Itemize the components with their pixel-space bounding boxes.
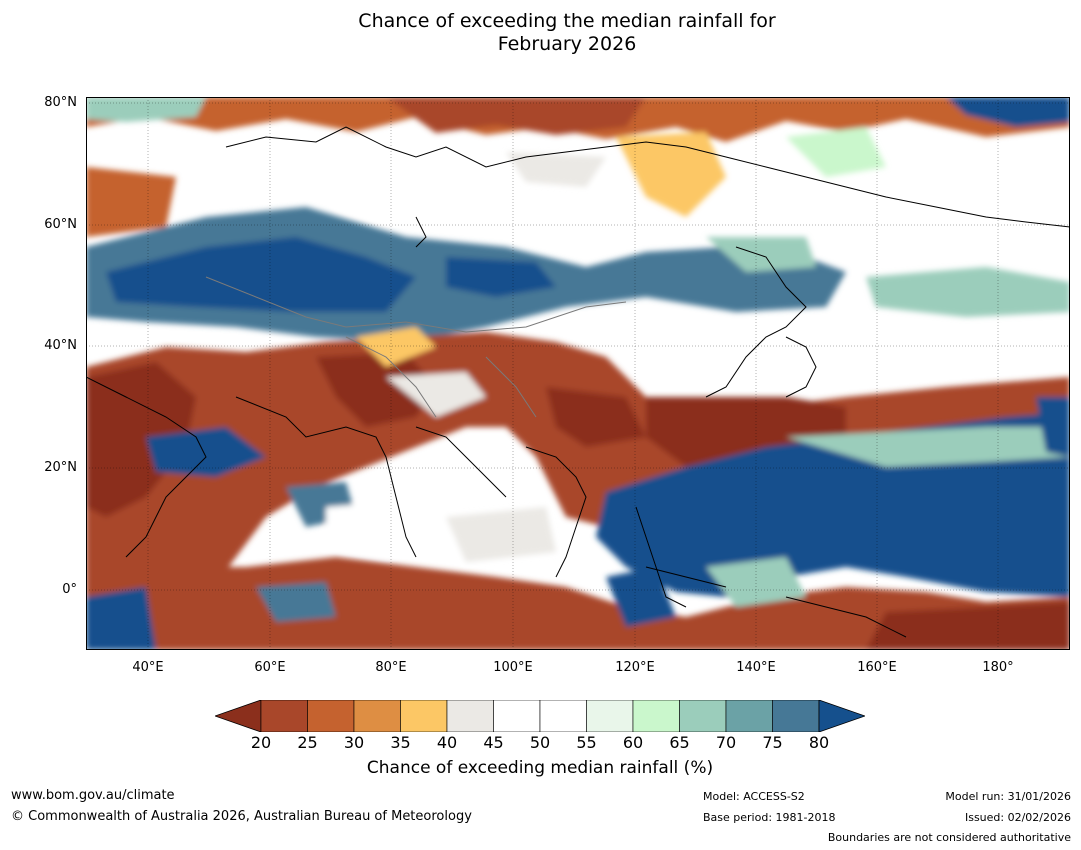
lat-label-20n: 20°N	[44, 460, 77, 475]
colorbar-swatch	[586, 699, 634, 733]
borders	[205, 276, 627, 418]
colorbar-tick-label: 50	[529, 733, 551, 752]
colorbar-tick-label: 45	[483, 733, 504, 752]
model-name: Model: ACCESS-S2	[703, 790, 805, 803]
website-link[interactable]: www.bom.gov.au/climate	[11, 788, 175, 803]
coastlines	[86, 126, 1070, 638]
lon-label-120e: 120°E	[615, 660, 655, 675]
colorbar-swatch	[493, 699, 541, 733]
colorbar-graphic	[213, 699, 867, 733]
colorbar-swatch	[400, 699, 448, 733]
colorbar-arrow-low	[213, 699, 262, 733]
title-line-2: February 2026	[497, 33, 637, 55]
colorbar-tick-label: 25	[297, 733, 318, 752]
lat-label-80n: 80°N	[44, 95, 77, 110]
copyright-text: © Commonwealth of Australia 2026, Austra…	[11, 809, 472, 824]
colorbar-tick-label: 30	[343, 733, 365, 752]
lon-label-60e: 60°E	[254, 660, 286, 675]
probability-field	[86, 97, 1070, 650]
lon-label-160e: 160°E	[857, 660, 897, 675]
base-period: Base period: 1981-2018	[703, 811, 836, 824]
colorbar-swatch	[260, 699, 308, 733]
lon-label-140e: 140°E	[736, 660, 776, 675]
graticule	[86, 97, 1070, 650]
map-title: Chance of exceeding the median rainfall …	[0, 10, 1081, 56]
colorbar-tick-label: 70	[715, 733, 737, 752]
lat-label-0: 0°	[62, 582, 77, 597]
disclaimer: Boundaries are not considered authoritat…	[827, 831, 1071, 844]
lon-label-100e: 100°E	[493, 660, 533, 675]
colorbar-arrow-high	[818, 699, 867, 733]
colorbar-swatch	[446, 699, 494, 733]
lon-label-40e: 40°E	[132, 660, 164, 675]
issued-date: Issued: 02/02/2026	[964, 811, 1071, 824]
colorbar-swatch	[679, 699, 727, 733]
model-run: Model run: 31/01/2026	[945, 790, 1071, 803]
colorbar-swatch	[632, 699, 680, 733]
colorbar-tick-label: 35	[390, 733, 411, 752]
lat-label-60n: 60°N	[44, 217, 77, 232]
colorbar	[213, 699, 867, 733]
colorbar-tick-label: 20	[250, 733, 272, 752]
colorbar-title: Chance of exceeding median rainfall (%)	[366, 758, 714, 778]
colorbar-tick-label: 75	[762, 733, 783, 752]
colorbar-tick-label: 55	[576, 733, 597, 752]
colorbar-tick-label: 65	[669, 733, 690, 752]
lat-label-40n: 40°N	[44, 338, 77, 353]
colorbar-swatch	[725, 699, 773, 733]
colorbar-swatch	[307, 699, 355, 733]
colorbar-swatch	[539, 699, 587, 733]
colorbar-tick-label: 40	[436, 733, 458, 752]
lon-label-80e: 80°E	[375, 660, 407, 675]
colorbar-swatch	[772, 699, 820, 733]
map-frame	[86, 97, 1070, 650]
rainfall-map	[86, 97, 1070, 650]
colorbar-tick-label: 60	[622, 733, 644, 752]
colorbar-swatch	[353, 699, 401, 733]
title-line-1: Chance of exceeding the median rainfall …	[358, 10, 776, 32]
map-canvas	[86, 97, 1070, 650]
colorbar-tick-label: 80	[808, 733, 830, 752]
lon-label-180: 180°	[982, 660, 1014, 675]
